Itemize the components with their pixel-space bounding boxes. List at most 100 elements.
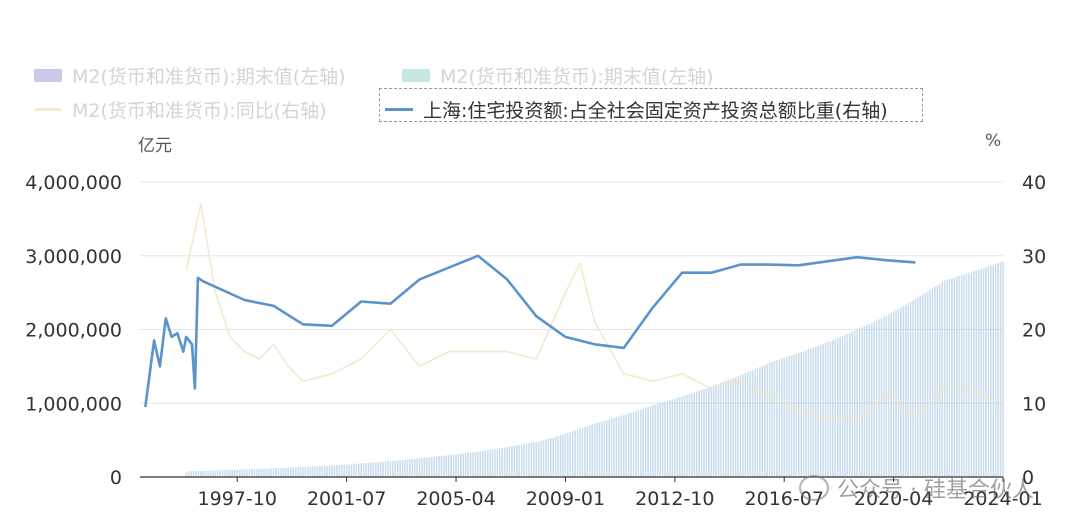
m2-bar [613,418,615,477]
m2-bar [409,459,411,477]
m2-bar [698,390,700,477]
m2-bar [338,464,341,477]
m2-bar [542,440,545,477]
m2-bar [705,388,708,477]
m2-bar [474,451,477,477]
m2-bar [936,285,939,477]
right-axis-tick-label: 40 [1022,172,1046,194]
m2-bar [674,398,676,477]
m2-bar [946,279,948,477]
m2-bar [535,441,538,477]
m2-bar [956,276,958,477]
m2-bar [608,419,610,477]
m2-bar [190,471,192,477]
m2-bar [759,367,761,477]
watermark-text: 公众号 · 硅基合伙人 [837,478,1034,503]
m2-bar [960,275,963,477]
m2-bar [221,470,224,477]
m2-bar [289,467,292,477]
right-axis-tick-label: 20 [1022,320,1046,342]
m2-bar [924,293,927,477]
m2-bar [934,286,936,477]
x-axis-tick-label: 2020-04 [854,488,933,510]
m2-bar [564,433,567,477]
m2-bar [657,403,659,477]
m2-bar [550,438,552,477]
m2-bar [506,447,508,477]
m2-bar [396,460,399,477]
m2-bar [914,298,917,477]
m2-bar [683,395,686,477]
m2-bar [576,429,579,477]
m2-bar [834,339,837,477]
m2-bar [708,387,710,477]
m2-bar [340,464,343,477]
m2-bar [912,300,914,477]
m2-bar [817,345,820,477]
m2-bar [715,384,717,477]
left-axis-tick-label: 3,000,000 [25,246,122,268]
m2-bar [406,459,409,477]
m2-bar [695,391,698,477]
m2-yoy-line [185,203,1004,419]
axes: 4,000,000 3,000,000 2,000,000 1,000,000 0 40 3… [25,172,1046,510]
m2-bar [367,462,370,477]
m2-bar [588,425,591,477]
m2-bar [372,462,375,477]
m2-bar [866,325,868,477]
m2-bar [430,457,433,477]
m2-bar [734,377,737,477]
m2-bar [917,297,919,477]
legend-item-m2-yoy[interactable]: M2(货币和准货币):同比(右轴) [34,96,327,123]
legend-item-m2-value-2[interactable]: M2(货币和准货币):期末值(左轴) [402,62,714,89]
m2-bar [187,471,190,477]
m2-bar [479,451,482,477]
m2-bar [819,344,822,477]
m2-bar [336,465,338,477]
m2-bar [345,464,348,477]
legend-item-m2-value-1[interactable]: M2(货币和准货币):期末值(左轴) [34,62,346,89]
m2-bar [890,313,892,477]
m2-bar [703,389,705,477]
m2-bar [958,275,961,477]
m2-bar [216,470,219,477]
m2-bar [280,468,282,477]
x-axis-tick-label: 2012-10 [635,488,714,510]
m2-bar [691,393,693,477]
left-axis-tick-label: 1,000,000 [25,393,122,415]
m2-bar [768,362,771,477]
m2-bar [418,458,421,477]
m2-bar [856,329,858,477]
m2-bar [844,335,846,477]
m2-bar [870,322,873,477]
m2-bar [319,466,321,477]
m2-bar [464,453,467,477]
m2-bar [822,344,824,477]
m2-bar [212,470,214,477]
series-line [185,203,1004,419]
m2-bar [824,343,827,477]
m2-bar [900,307,902,477]
chart-legend: M2(货币和准货币):期末值(左轴) M2(货币和准货币):期末值(左轴) M2… [0,0,1074,130]
m2-bar [805,350,807,477]
m2-bar [413,458,416,477]
m2-bar [625,414,627,477]
m2-bar [878,319,880,477]
m2-bar [394,460,397,477]
legend-swatch [34,69,62,82]
m2-bar [773,361,776,477]
m2-bar [990,265,992,477]
m2-bar [306,466,309,477]
m2-bar [248,469,251,477]
m2-bar [494,449,496,477]
m2-bar [435,456,438,477]
m2-bar [737,376,739,477]
m2-bar [938,283,941,477]
m2-bar [309,466,311,477]
m2-bar [202,470,205,477]
m2-bar [992,264,995,477]
m2-bar [858,328,861,477]
m2-bar [331,465,333,477]
legend-item-shanghai[interactable]: 上海:住宅投资额:占全社会固定资产投资总额比重(右轴) [385,96,888,123]
m2-bar [598,422,601,477]
